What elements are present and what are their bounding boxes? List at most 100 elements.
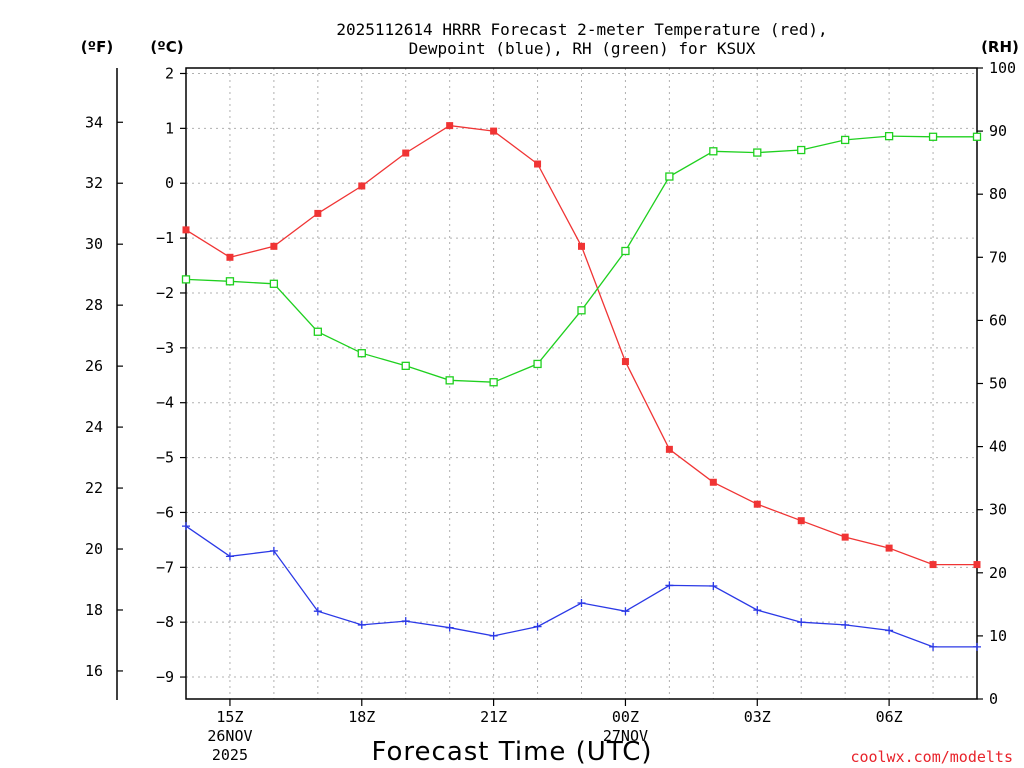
- celsius-unit-label: (ºC): [150, 38, 183, 56]
- series-layer: [181, 122, 982, 651]
- rh-point: [225, 277, 235, 286]
- temperature-point: [885, 544, 893, 552]
- celsius-tick-label: −7: [156, 558, 174, 576]
- dewpoint-point: [269, 546, 278, 555]
- rh-point: [665, 172, 674, 181]
- fahrenheit-tick-label: 20: [85, 540, 103, 558]
- rh-point: [972, 132, 982, 141]
- rh-unit-label: (RH): [981, 38, 1019, 56]
- temperature-point: [402, 149, 410, 157]
- dewpoint-point: [533, 622, 542, 631]
- dewpoint-point: [885, 626, 894, 635]
- celsius-tick-label: 0: [165, 174, 174, 192]
- time-tick-label: 06Z: [876, 708, 903, 726]
- x-axis-title: Forecast Time (UTC): [371, 737, 652, 767]
- rh-point: [753, 148, 762, 157]
- chart-title-line1: 2025112614 HRRR Forecast 2-meter Tempera…: [336, 20, 827, 39]
- dewpoint-point: [929, 642, 938, 651]
- temperature-point: [182, 226, 190, 234]
- fahrenheit-tick-label: 30: [85, 235, 103, 253]
- source-credit: coolwx.com/modelts: [850, 748, 1013, 766]
- temperature-point: [490, 127, 498, 135]
- temperature-point: [929, 561, 937, 569]
- celsius-tick-label: −9: [156, 668, 174, 686]
- temperature-point: [534, 160, 542, 168]
- fahrenheit-tick-label: 22: [85, 479, 103, 497]
- fahrenheit-tick-label: 16: [85, 662, 103, 680]
- date-tick-label: 26NOV: [207, 727, 252, 745]
- dewpoint-point: [621, 607, 630, 616]
- rh-point: [621, 246, 630, 256]
- rh-point: [357, 349, 366, 358]
- celsius-tick-label: −2: [156, 284, 174, 302]
- celsius-tick-label: −4: [156, 394, 174, 412]
- dewpoint-point: [225, 552, 234, 561]
- temperature-point: [578, 242, 585, 250]
- rh-point: [445, 376, 454, 385]
- fahrenheit-tick-label: 34: [85, 113, 103, 131]
- rh-tick-label: 30: [989, 501, 1007, 519]
- rh-tick-label: 90: [989, 122, 1007, 140]
- temperature-point: [226, 253, 234, 261]
- fahrenheit-tick-label: 28: [85, 296, 103, 314]
- celsius-tick-label: −3: [156, 339, 174, 357]
- dewpoint-line: [185, 525, 977, 648]
- fahrenheit-tick-label: 26: [85, 357, 103, 375]
- dewpoint-point: [665, 581, 674, 590]
- celsius-tick-label: −6: [156, 503, 174, 521]
- fahrenheit-tick-label: 18: [85, 601, 103, 619]
- dewpoint-point: [357, 620, 366, 629]
- dewpoint-point: [577, 598, 586, 607]
- dewpoint-point: [445, 623, 454, 632]
- rh-point: [797, 145, 806, 155]
- date-tick-label: 27NOV: [603, 727, 648, 745]
- dewpoint-point: [973, 642, 981, 651]
- temperature-point: [358, 182, 366, 190]
- rh-tick-label: 70: [989, 248, 1007, 266]
- dewpoint-point: [797, 618, 806, 627]
- dewpoint-point: [753, 606, 762, 615]
- dewpoint-point: [709, 581, 718, 590]
- rh-point: [841, 135, 850, 145]
- dewpoint-point: [841, 620, 850, 629]
- fahrenheit-tick-label: 32: [85, 174, 103, 192]
- temperature-point: [973, 561, 981, 569]
- rh-point: [577, 306, 586, 315]
- temperature-point: [753, 500, 761, 508]
- temperature-point: [841, 533, 849, 541]
- temperature-point: [314, 209, 322, 217]
- fahrenheit-unit-label: (ºF): [81, 38, 113, 56]
- rh-tick-label: 100: [989, 59, 1016, 77]
- celsius-tick-label: 1: [165, 119, 174, 137]
- rh-point: [401, 361, 410, 370]
- dewpoint-point: [313, 607, 322, 616]
- rh-tick-label: 20: [989, 564, 1007, 582]
- celsius-tick-label: −1: [156, 229, 174, 247]
- time-tick-label: 18Z: [348, 708, 375, 726]
- dewpoint-point: [401, 617, 410, 626]
- temperature-point: [446, 122, 454, 130]
- time-tick-label: 15Z: [216, 708, 243, 726]
- rh-point: [489, 378, 498, 387]
- temperature-point: [709, 478, 717, 486]
- temperature-point: [621, 358, 629, 366]
- rh-tick-label: 40: [989, 438, 1007, 456]
- time-tick-label: 03Z: [744, 708, 771, 726]
- rh-tick-label: 80: [989, 185, 1007, 203]
- celsius-tick-label: −8: [156, 613, 174, 631]
- rh-point: [928, 132, 938, 141]
- chart-title-line2: Dewpoint (blue), RH (green) for KSUX: [409, 39, 756, 58]
- rh-tick-label: 60: [989, 311, 1007, 329]
- rh-point: [884, 131, 894, 141]
- temperature-point: [665, 445, 673, 453]
- celsius-axis: 2 1 0 −1 −2 −3 −4 −5 −6 −7 −8 −9: [156, 64, 186, 686]
- dewpoint-point: [182, 522, 190, 531]
- fahrenheit-tick-label: 24: [85, 418, 103, 436]
- rh-point: [181, 275, 191, 284]
- celsius-tick-label: 2: [165, 64, 174, 82]
- temperature-point: [797, 517, 805, 525]
- rh-point: [709, 147, 718, 156]
- year-tick-label: 2025: [212, 746, 248, 764]
